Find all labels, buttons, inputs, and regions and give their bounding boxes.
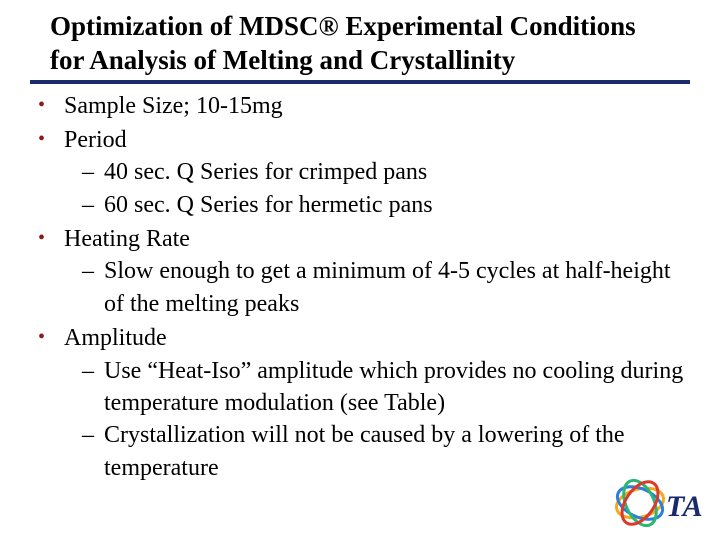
sub-item: Crystallization will not be caused by a …: [82, 419, 690, 484]
bullet-text: Period: [64, 127, 127, 153]
sub-list: Use “Heat-Iso” amplitude which provides …: [64, 355, 690, 485]
slide-title: Optimization of MDSC® Experimental Condi…: [50, 10, 690, 78]
title-line-2: for Analysis of Melting and Crystallinit…: [50, 45, 515, 75]
sub-text: Slow enough to get a minimum of 4-5 cycl…: [104, 258, 671, 316]
sub-item: Slow enough to get a minimum of 4-5 cycl…: [82, 255, 690, 320]
bullet-list: Sample Size; 10-15mg Period 40 sec. Q Se…: [30, 90, 690, 485]
bullet-text: Amplitude: [64, 325, 167, 351]
sub-item: 60 sec. Q Series for hermetic pans: [82, 189, 690, 221]
bullet-text: Sample Size; 10-15mg: [64, 93, 283, 119]
sub-text: Use “Heat-Iso” amplitude which provides …: [104, 358, 683, 416]
sub-list: 40 sec. Q Series for crimped pans 60 sec…: [64, 156, 690, 221]
sub-text: 60 sec. Q Series for hermetic pans: [104, 192, 433, 218]
sub-item: 40 sec. Q Series for crimped pans: [82, 156, 690, 188]
list-item: Heating Rate Slow enough to get a minimu…: [30, 223, 690, 320]
sub-text: Crystallization will not be caused by a …: [104, 422, 625, 480]
svg-text:TA: TA: [666, 490, 702, 523]
list-item: Period 40 sec. Q Series for crimped pans…: [30, 124, 690, 221]
title-underline: [30, 80, 690, 84]
sub-item: Use “Heat-Iso” amplitude which provides …: [82, 355, 690, 420]
list-item: Sample Size; 10-15mg: [30, 90, 690, 122]
ta-logo-icon: TA: [612, 478, 702, 528]
sub-list: Slow enough to get a minimum of 4-5 cycl…: [64, 255, 690, 320]
slide-body: Optimization of MDSC® Experimental Condi…: [0, 0, 720, 484]
bullet-text: Heating Rate: [64, 226, 190, 252]
list-item: Amplitude Use “Heat-Iso” amplitude which…: [30, 322, 690, 484]
title-line-1: Optimization of MDSC® Experimental Condi…: [50, 11, 636, 41]
sub-text: 40 sec. Q Series for crimped pans: [104, 159, 427, 185]
ta-logo: TA: [612, 478, 702, 528]
